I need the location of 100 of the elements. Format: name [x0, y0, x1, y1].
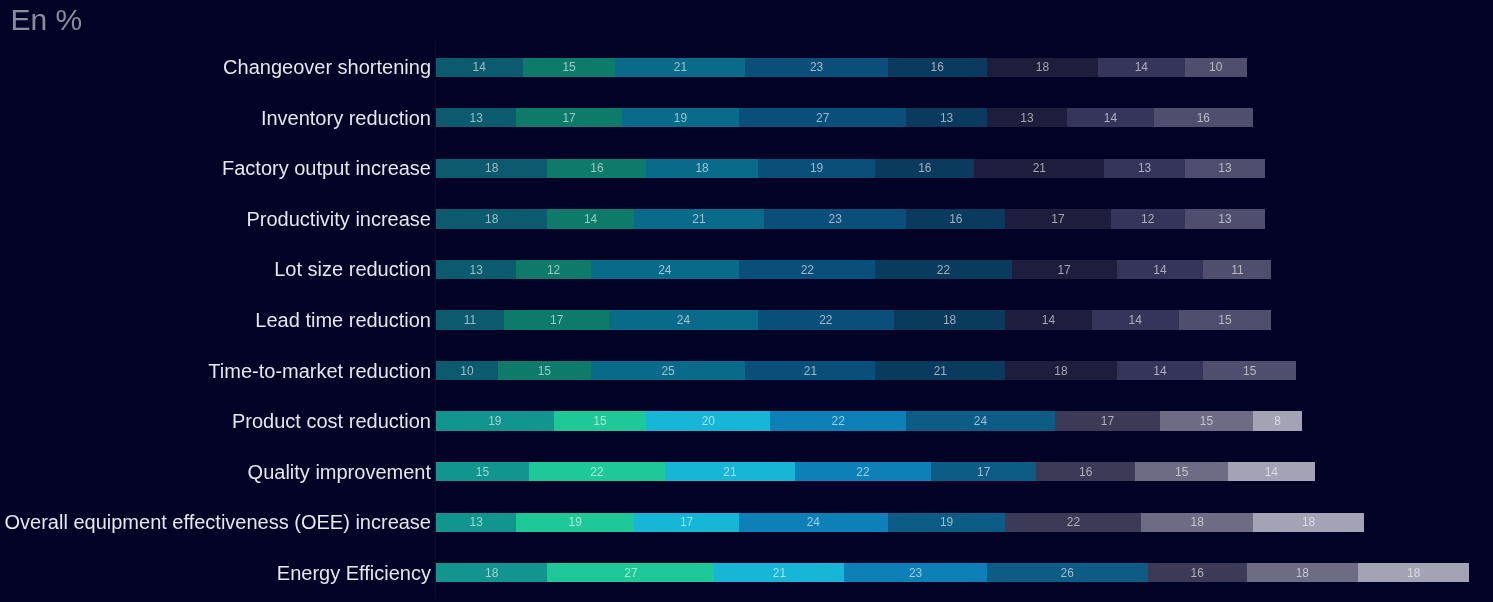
bar — [1178, 310, 1272, 330]
bar — [745, 360, 876, 381]
bar — [1091, 310, 1179, 330]
bar — [516, 512, 635, 532]
bar — [1184, 209, 1266, 229]
bar — [436, 158, 548, 178]
bar — [1147, 563, 1247, 583]
bar — [436, 512, 517, 532]
data-label: 13 — [1218, 161, 1232, 176]
bar — [906, 209, 1006, 229]
bar — [1141, 512, 1253, 532]
data-label: 21 — [772, 565, 787, 580]
data-label: 27 — [624, 565, 638, 580]
data-label: 22 — [936, 262, 951, 277]
data-label: 17 — [562, 110, 577, 125]
bar — [436, 360, 498, 381]
data-label: 10 — [1209, 60, 1223, 75]
data-label: 14 — [1153, 363, 1167, 378]
data-label: 15 — [1243, 363, 1257, 378]
data-label: 13 — [469, 515, 484, 530]
data-label: 12 — [1141, 212, 1155, 226]
data-label: 21 — [673, 60, 688, 75]
bar — [770, 411, 907, 431]
data-label: 10 — [460, 363, 474, 378]
bar — [1067, 108, 1154, 128]
bar — [745, 57, 888, 77]
bar — [547, 158, 647, 178]
bar — [757, 158, 876, 178]
bar — [1116, 259, 1204, 280]
data-label: 13 — [1137, 161, 1152, 176]
data-label: 25 — [661, 363, 676, 378]
data-label: 16 — [1079, 464, 1093, 479]
bar — [609, 310, 758, 330]
y-tick-label: Energy Efficiency — [276, 561, 431, 584]
y-tick-label: Factory output increase — [222, 157, 431, 180]
data-label: 17 — [1051, 212, 1065, 226]
data-label: 24 — [973, 414, 988, 429]
bar — [986, 57, 1099, 77]
y-tick-label: Inventory reduction — [260, 106, 431, 129]
bar — [1005, 360, 1117, 381]
data-label: 14 — [472, 60, 487, 75]
bar — [1184, 158, 1266, 178]
bar — [794, 462, 932, 482]
data-label: 17 — [1057, 262, 1072, 277]
data-label: 13 — [469, 262, 484, 277]
data-label: 17 — [977, 464, 991, 479]
data-label: 13 — [469, 110, 484, 125]
bar — [504, 310, 610, 330]
bar — [436, 108, 517, 128]
data-label: 18 — [695, 161, 710, 176]
data-label: 15 — [537, 363, 552, 378]
bar — [931, 462, 1037, 482]
data-label: 15 — [1199, 414, 1214, 429]
bar — [1116, 360, 1204, 381]
bar — [1054, 411, 1161, 431]
bar — [1005, 310, 1092, 330]
data-label: 23 — [908, 565, 923, 580]
bar — [1358, 563, 1470, 583]
data-label: 13 — [1020, 110, 1034, 125]
bar — [522, 57, 616, 77]
bar — [875, 360, 1006, 381]
data-label: 15 — [1218, 313, 1232, 328]
data-label: 14 — [1128, 313, 1143, 328]
data-label: 13 — [1218, 212, 1232, 226]
data-label: 23 — [809, 60, 824, 75]
data-label: 22 — [831, 414, 846, 429]
bar — [1011, 259, 1117, 280]
data-label: 18 — [1054, 363, 1069, 378]
data-label: 13 — [939, 110, 954, 125]
bar — [739, 108, 907, 128]
bar — [1036, 462, 1136, 482]
bar — [893, 310, 1006, 330]
bar — [887, 512, 1006, 532]
bar — [436, 209, 548, 229]
bar — [875, 259, 1012, 280]
data-label: 18 — [1190, 515, 1205, 530]
data-label: 22 — [590, 464, 604, 479]
data-label: 22 — [856, 464, 870, 479]
bar — [844, 563, 987, 583]
bar — [553, 411, 647, 431]
data-label: 11 — [463, 313, 477, 328]
y-tick-label: Lot size reduction — [274, 258, 431, 281]
data-label: 17 — [679, 515, 694, 530]
data-label: 16 — [930, 60, 945, 75]
y-tick-label: Overall equipment effectiveness (OEE) increase — [4, 511, 431, 534]
text: En % — [10, 3, 83, 37]
data-label: 16 — [1190, 565, 1205, 580]
data-label: 14 — [583, 212, 598, 226]
bar — [1203, 259, 1272, 280]
data-label: 18 — [485, 161, 499, 176]
data-label: 17 — [550, 313, 564, 328]
bar — [646, 158, 758, 178]
bar — [634, 512, 740, 532]
data-label: 18 — [942, 313, 957, 328]
data-label: 16 — [1196, 110, 1211, 125]
data-label: 14 — [1153, 262, 1167, 277]
bar — [1153, 108, 1253, 128]
bar — [1098, 57, 1185, 77]
data-label: 14 — [1134, 60, 1149, 75]
bar — [1246, 563, 1359, 583]
